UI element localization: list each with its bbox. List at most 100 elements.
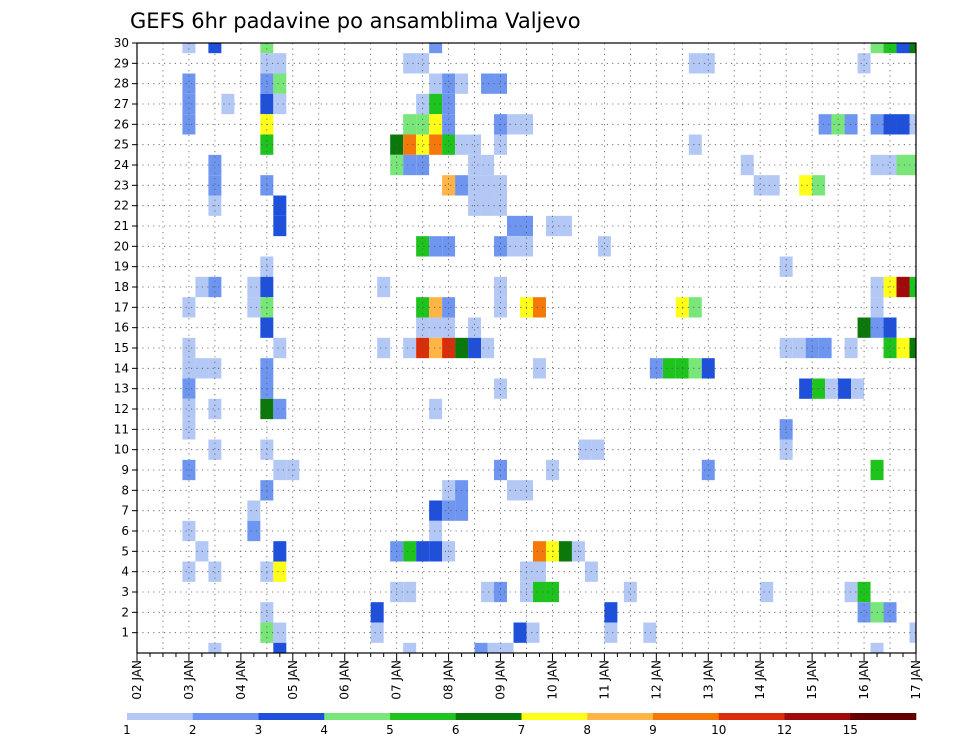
heatmap-cell xyxy=(416,93,430,115)
heatmap-cell xyxy=(247,520,261,542)
heatmap-cell xyxy=(416,154,430,176)
x-tick-label: 06 JAN xyxy=(338,660,352,700)
heatmap-cell xyxy=(532,581,546,603)
y-tick-label: 5 xyxy=(121,544,129,558)
colorbar-swatch xyxy=(587,713,654,720)
heatmap-cell xyxy=(662,358,676,379)
heatmap-cell xyxy=(844,581,858,603)
heatmap-cell xyxy=(675,297,689,318)
heatmap-cell xyxy=(416,53,430,74)
heatmap-cell xyxy=(766,175,780,196)
y-tick-label: 30 xyxy=(114,36,129,50)
heatmap-cell xyxy=(260,43,274,54)
heatmap-cell xyxy=(507,215,520,237)
heatmap-cell xyxy=(273,622,287,643)
heatmap-cell xyxy=(403,134,417,155)
heatmap-cell xyxy=(513,622,527,643)
heatmap-cell xyxy=(273,215,287,237)
heatmap-cell xyxy=(799,378,813,399)
heatmap-cell xyxy=(442,500,456,521)
heatmap-cell xyxy=(247,500,261,521)
heatmap-cell xyxy=(474,642,488,653)
heatmap-cell xyxy=(403,541,417,562)
heatmap-cell xyxy=(481,154,495,176)
x-tick-label: 10 JAN xyxy=(545,660,559,700)
heatmap-cell xyxy=(416,337,430,359)
heatmap-cell xyxy=(812,175,826,196)
heatmap-cell xyxy=(442,236,456,257)
colorbar-label: 7 xyxy=(518,723,526,737)
heatmap-cell xyxy=(429,93,443,115)
heatmap-cell xyxy=(429,297,443,318)
heatmap-cell xyxy=(247,276,261,298)
colorbar-label: 12 xyxy=(777,723,792,737)
heatmap-cell xyxy=(247,297,261,318)
heatmap-cell xyxy=(182,297,196,318)
heatmap-cell xyxy=(857,53,871,74)
heatmap-cell xyxy=(481,581,495,603)
heatmap-cell xyxy=(494,73,508,94)
heatmap-cell xyxy=(468,154,482,176)
heatmap-cell xyxy=(273,398,287,420)
heatmap-cell xyxy=(812,378,826,399)
heatmap-cell xyxy=(403,642,417,653)
heatmap-cell xyxy=(532,561,546,582)
heatmap-cell xyxy=(182,73,196,94)
y-tick-label: 17 xyxy=(114,300,129,314)
x-tick-label: 03 JAN xyxy=(182,660,196,700)
x-tick-label: 16 JAN xyxy=(857,660,871,700)
heatmap-cell xyxy=(507,480,520,501)
heatmap-cell xyxy=(909,43,916,54)
y-tick-label: 15 xyxy=(114,341,129,355)
heatmap-cell xyxy=(403,114,417,135)
heatmap-cell xyxy=(526,622,540,643)
heatmap-cell xyxy=(403,581,417,603)
y-tick-label: 25 xyxy=(114,138,129,152)
y-tick-label: 16 xyxy=(114,321,129,335)
heatmap-cell xyxy=(494,175,508,196)
x-tick-label: 17 JAN xyxy=(909,660,923,700)
chart-title: GEFS 6hr padavine po ansamblima Valjevo xyxy=(130,9,581,33)
colorbar-swatch xyxy=(127,713,194,720)
colorbar-label: 3 xyxy=(255,723,263,737)
heatmap-cell xyxy=(273,93,287,115)
colorbar-label: 1 xyxy=(123,723,131,737)
heatmap-cell xyxy=(429,398,443,420)
heatmap-cell xyxy=(403,53,417,74)
heatmap-cell xyxy=(507,114,520,135)
y-tick-label: 20 xyxy=(114,239,129,253)
heatmap-cell xyxy=(416,134,430,155)
heatmap-cell xyxy=(468,134,482,155)
heatmap-cell xyxy=(545,581,559,603)
heatmap-cell xyxy=(208,439,222,460)
y-tick-label: 6 xyxy=(121,524,129,538)
x-tick-label: 09 JAN xyxy=(494,660,508,700)
colorbar-label: 10 xyxy=(711,723,726,737)
heatmap-cell xyxy=(753,175,767,196)
heatmap-cell xyxy=(182,520,196,542)
y-tick-label: 1 xyxy=(121,626,129,640)
heatmap-cell xyxy=(896,276,910,298)
heatmap-cell xyxy=(792,337,806,359)
x-tick-label: 14 JAN xyxy=(753,660,767,700)
heatmap-cell xyxy=(545,215,559,237)
heatmap-cell xyxy=(604,602,618,623)
heatmap-cell xyxy=(799,175,813,196)
colorbar-swatch xyxy=(718,713,785,720)
heatmap-cell xyxy=(896,337,910,359)
heatmap-cell xyxy=(857,602,871,623)
colorbar-legend: 1 2 3 4 5 6 7 8 9 10 12 15 xyxy=(123,713,917,737)
heatmap-cell xyxy=(507,236,520,257)
colorbar-label: 2 xyxy=(189,723,197,737)
heatmap-cell xyxy=(208,43,222,54)
colorbar-swatch xyxy=(784,713,851,720)
heatmap-cell xyxy=(844,114,858,135)
colorbar-swatch xyxy=(521,713,588,720)
x-tick-label: 11 JAN xyxy=(597,660,611,700)
colorbar-label: 6 xyxy=(452,723,460,737)
heatmap-cell xyxy=(701,53,715,74)
y-tick-label: 8 xyxy=(121,483,129,497)
heatmap-cell xyxy=(818,337,832,359)
heatmap-cell xyxy=(896,154,910,176)
heatmap-cell xyxy=(182,93,196,115)
